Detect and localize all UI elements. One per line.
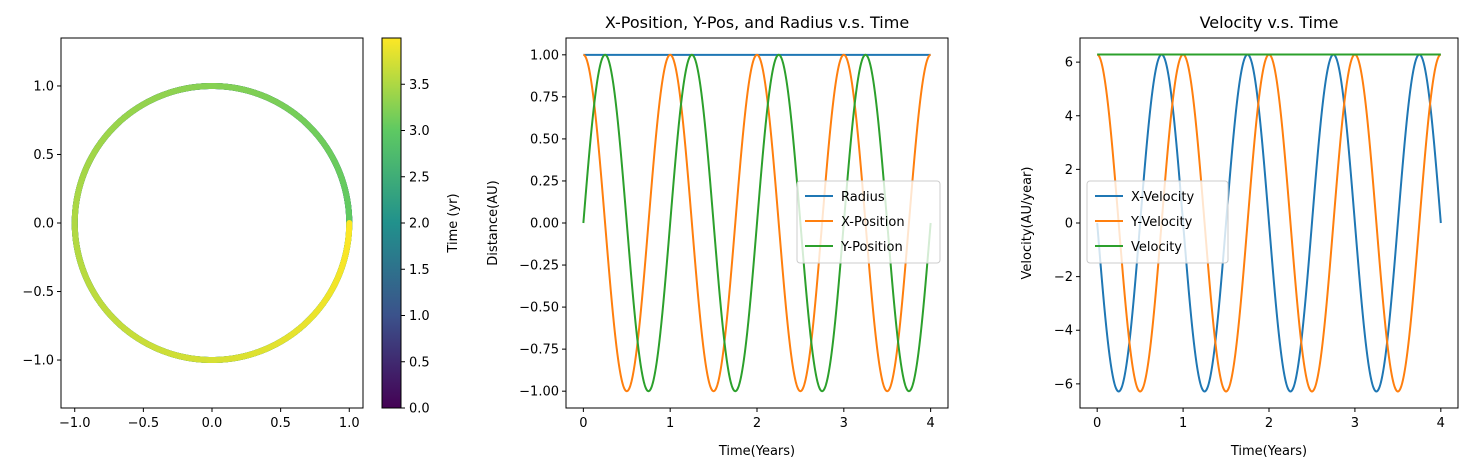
velocity-y-tick-label: −2	[1054, 270, 1073, 285]
orbit-x-tick-label: 0.0	[202, 416, 223, 431]
position-x-tick-label: 0	[579, 416, 587, 431]
orbit-y-tick-label: 0.0	[33, 217, 54, 232]
position-legend: Radius X-Position Y-Position	[796, 180, 941, 264]
velocity-series-line	[1096, 53, 1442, 393]
position-y-label: Distance(AU)	[486, 180, 501, 265]
velocity-x-tick-label: 0	[1093, 416, 1101, 431]
velocity-plot-title: Velocity v.s. Time	[1200, 13, 1339, 32]
velocity-legend-label: X-Velocity	[1131, 190, 1194, 205]
orbit-path	[71, 82, 353, 364]
velocity-x-tick-label: 4	[1437, 416, 1445, 431]
position-legend-label: Y-Position	[840, 240, 903, 255]
orbit-plot-frame	[60, 37, 364, 409]
orbit-y-tick-label: −1.0	[22, 354, 54, 369]
position-y-tick-label: −0.75	[519, 343, 559, 358]
velocity-x-tick-label: 2	[1265, 416, 1273, 431]
velocity-legend: X-Velocity Y-Velocity Velocity	[1086, 180, 1229, 264]
position-series-line	[582, 53, 932, 393]
colorbar-tick-label: 2.5	[409, 170, 430, 185]
velocity-x-tick-label: 1	[1179, 416, 1187, 431]
position-lines	[582, 53, 932, 393]
velocity-x-label: Time(Years)	[1230, 444, 1307, 459]
colorbar-tick-label: 1.0	[409, 309, 430, 324]
velocity-x-ticks: 0 1 2 3 4	[1093, 408, 1445, 431]
velocity-y-tick-label: 4	[1065, 109, 1073, 124]
position-plot-title: X-Position, Y-Pos, and Radius v.s. Time	[605, 13, 909, 32]
position-y-tick-label: 0.50	[530, 132, 559, 147]
colorbar: 0.0 0.5 1.0 1.5 2.0 2.5 3.0 3.5 Time (yr)	[381, 37, 461, 417]
velocity-y-label: Velocity(AU/year)	[1020, 167, 1035, 280]
position-legend-label: Radius	[841, 190, 885, 205]
position-y-tick-label: 0.75	[530, 90, 559, 105]
colorbar-tick-label: 0.5	[409, 355, 430, 370]
velocity-legend-label: Y-Velocity	[1130, 215, 1193, 230]
velocity-x-tick-label: 3	[1351, 416, 1359, 431]
velocity-y-tick-label: 6	[1065, 56, 1073, 71]
position-y-ticks: 1.00 0.75 0.50 0.25 0.00 −0.25 −0.50 −0.75 −1.00	[519, 48, 566, 400]
velocity-legend-label: Velocity	[1131, 240, 1182, 255]
velocity-y-tick-label: −6	[1054, 377, 1073, 392]
position-x-ticks: 0 1 2 3 4	[579, 408, 935, 431]
position-x-tick-label: 3	[840, 416, 848, 431]
colorbar-gradient	[382, 38, 401, 408]
colorbar-tick-label: 1.5	[409, 263, 430, 278]
velocity-legend-box	[1086, 180, 1229, 264]
position-y-tick-label: 0.00	[530, 217, 559, 232]
colorbar-tick-label: 3.5	[409, 78, 430, 93]
orbit-y-ticks: −1.0 −0.5 0.0 0.5 1.0	[22, 79, 61, 369]
orbit-x-tick-label: 1.0	[339, 416, 360, 431]
velocity-y-tick-label: 0	[1065, 217, 1073, 232]
orbit-y-tick-label: 1.0	[33, 79, 54, 94]
position-y-tick-label: −0.50	[519, 301, 559, 316]
velocity-y-ticks: 6 4 2 0 −2 −4 −6	[1054, 56, 1080, 392]
colorbar-tick-label: 2.0	[409, 217, 430, 232]
orbit-plot: −1.0 −0.5 0.0 0.5 1.0 −1.0 −0.5 0.0 0.5 1.0	[22, 37, 364, 431]
velocity-y-tick-label: 2	[1065, 163, 1073, 178]
velocity-plot: Velocity v.s. Time 0 1 2 3 4 6 4 2 0 −2 −4 −6 Time…	[1020, 13, 1459, 459]
position-x-tick-label: 2	[753, 416, 761, 431]
orbit-y-tick-label: −0.5	[22, 285, 54, 300]
position-series-line	[583, 53, 931, 393]
position-x-label: Time(Years)	[718, 444, 795, 459]
position-y-tick-label: 0.25	[530, 174, 559, 189]
orbit-x-tick-label: −1.0	[59, 416, 91, 431]
colorbar-label: Time (yr)	[446, 193, 461, 253]
colorbar-tick-label: 3.0	[409, 124, 430, 139]
velocity-y-tick-label: −4	[1054, 324, 1073, 339]
position-y-tick-label: −0.25	[519, 259, 559, 274]
orbit-y-tick-label: 0.5	[33, 148, 54, 163]
velocity-lines	[1096, 53, 1442, 393]
position-y-tick-label: 1.00	[530, 48, 559, 63]
position-legend-box	[796, 180, 941, 264]
position-y-tick-label: −1.00	[519, 385, 559, 400]
colorbar-ticks: 0.0 0.5 1.0 1.5 2.0 2.5 3.0 3.5	[401, 78, 430, 417]
colorbar-tick-label: 0.0	[409, 402, 430, 417]
orbit-x-tick-label: −0.5	[128, 416, 160, 431]
orbit-x-ticks: −1.0 −0.5 0.0 0.5 1.0	[59, 408, 360, 431]
position-x-tick-label: 4	[926, 416, 934, 431]
position-plot: X-Position, Y-Pos, and Radius v.s. Time …	[486, 13, 949, 459]
position-x-tick-label: 1	[666, 416, 674, 431]
orbit-x-tick-label: 0.5	[270, 416, 291, 431]
position-legend-label: X-Position	[841, 215, 905, 230]
